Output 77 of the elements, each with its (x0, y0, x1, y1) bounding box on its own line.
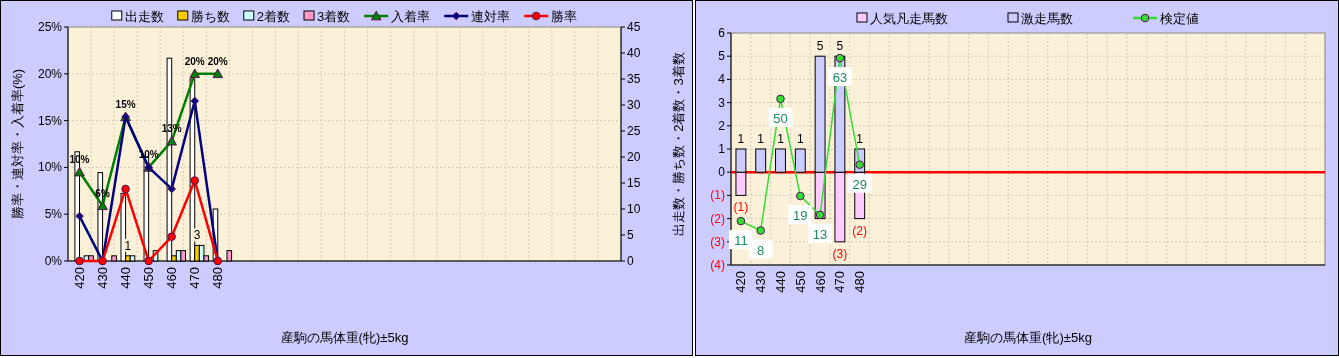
data-label: 29 (852, 176, 867, 192)
x-axis-title: 産駒の馬体重(牝)±5kg (280, 330, 409, 345)
data-label: 63 (832, 70, 848, 86)
legend-label: 連対率 (471, 9, 511, 24)
x-tick-label: 430 (753, 271, 769, 293)
data-label: 19 (793, 208, 808, 224)
data-label: 1 (856, 132, 864, 146)
y2-tick-label: 30 (627, 98, 641, 112)
data-label: 1 (777, 132, 785, 146)
y-tick-label: 5% (44, 207, 63, 222)
y-tick-label: 5 (718, 49, 726, 64)
y-tick-label: (2) (710, 211, 725, 226)
y2-tick-label: 25 (627, 124, 641, 138)
y2-tick-label: 45 (627, 20, 641, 34)
data-label: 11 (734, 233, 748, 249)
x-tick-label: 420 (733, 271, 749, 293)
data-label: 13 (812, 226, 828, 242)
legend-label: 勝ち数 (190, 9, 230, 24)
y2-tick-label: 40 (627, 46, 641, 60)
y2-axis-title: 出走数・勝ち数・2着数・3着数 (671, 52, 686, 236)
y-tick-label: (4) (710, 258, 725, 272)
x-tick-label: 460 (812, 271, 828, 293)
y2-tick-label: 15 (627, 176, 641, 190)
y-tick-label: (3) (710, 234, 725, 249)
x-tick-label: 470 (832, 271, 848, 293)
y2-tick-label: 20 (627, 150, 641, 164)
data-label: 3 (193, 228, 201, 243)
legend-label: 2着数 (256, 9, 290, 24)
legend-label: 出走数 (124, 9, 164, 24)
data-label: 1 (737, 132, 745, 146)
legend-label: 検定値 (1160, 11, 1199, 26)
y-tick-label: 25% (37, 20, 63, 34)
y2-tick-label: 35 (627, 72, 641, 86)
x-tick-label: 460 (164, 267, 180, 289)
y-tick-label: 6 (718, 26, 726, 40)
legend-label: 勝率 (551, 9, 578, 24)
x-tick-label: 480 (852, 271, 868, 293)
data-label: (2) (852, 223, 868, 238)
legend-label: 激走馬数 (1021, 11, 1073, 26)
legend-label: 入着率 (391, 9, 431, 24)
y-tick-label: 0 (718, 165, 726, 180)
y-tick-label: 0% (44, 254, 63, 268)
data-label: (3) (832, 246, 848, 261)
x-tick-label: 450 (141, 267, 157, 289)
data-label: 5 (836, 39, 844, 54)
y-tick-label: 15% (37, 113, 63, 128)
data-label: 5 (816, 39, 824, 54)
y-tick-label: 20% (37, 66, 63, 81)
y2-tick-label: 5 (627, 228, 634, 242)
y2-tick-label: 10 (627, 202, 641, 216)
data-label: 8 (757, 242, 765, 258)
legend-label: 人気凡走馬数 (870, 11, 948, 26)
x-tick-label: 450 (792, 271, 808, 293)
data-label: 50 (773, 110, 788, 126)
y-tick-label: 3 (718, 95, 726, 110)
x-tick-label: 440 (773, 271, 788, 293)
y-tick-label: 2 (718, 118, 726, 133)
x-tick-label: 440 (118, 267, 134, 289)
data-label: (1) (733, 200, 749, 215)
x-tick-label: 420 (72, 267, 88, 289)
x-axis-title: 産駒の馬体重(牝)±5kg (964, 330, 1092, 345)
y-tick-label: 4 (718, 72, 726, 87)
x-tick-label: 430 (95, 267, 111, 289)
data-label: 1 (124, 238, 132, 253)
y-tick-label: (1) (710, 188, 725, 203)
data-label: 20% (184, 55, 205, 67)
y2-tick-label: 0 (627, 254, 634, 268)
x-tick-label: 480 (210, 267, 226, 289)
data-label: 1 (757, 132, 765, 146)
data-label: 1 (796, 132, 804, 146)
y-axis-title: 勝率・連対率・入着率(%) (10, 68, 25, 220)
data-label: 15% (115, 98, 136, 110)
y-tick-label: 1 (718, 142, 726, 156)
legend-label: 3着数 (317, 9, 351, 24)
y-tick-label: 10% (37, 160, 63, 175)
x-tick-label: 470 (187, 267, 203, 289)
data-label: 20% (207, 55, 228, 67)
